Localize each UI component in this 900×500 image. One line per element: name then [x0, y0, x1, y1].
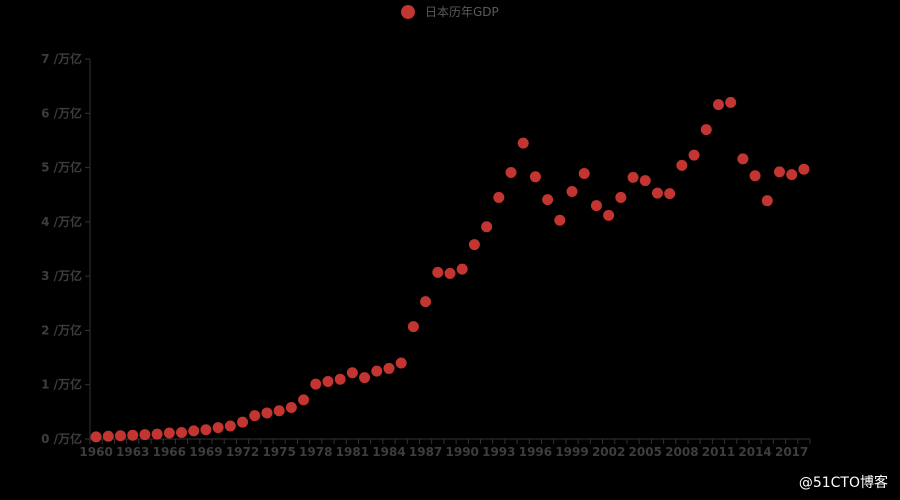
data-point[interactable]: [200, 424, 212, 436]
data-point[interactable]: [224, 420, 236, 432]
x-tick-label: 2008: [665, 445, 698, 459]
y-tick-label: 5 /万亿: [41, 160, 82, 175]
y-tick-label: 0 /万亿: [41, 431, 82, 446]
x-tick-label: 2017: [775, 445, 808, 459]
data-point[interactable]: [285, 402, 297, 414]
x-tick-label: 1966: [153, 445, 186, 459]
x-tick-label: 1969: [189, 445, 222, 459]
data-point[interactable]: [615, 191, 627, 203]
data-point[interactable]: [176, 426, 188, 438]
data-point[interactable]: [542, 194, 554, 206]
data-point[interactable]: [432, 266, 444, 278]
data-point[interactable]: [761, 195, 773, 207]
y-tick-label: 4 /万亿: [41, 214, 82, 229]
data-point[interactable]: [554, 214, 566, 226]
data-point[interactable]: [639, 175, 651, 187]
data-point[interactable]: [407, 321, 419, 333]
data-point[interactable]: [529, 171, 541, 183]
chart-legend[interactable]: 日本历年GDP: [401, 5, 499, 19]
y-tick-label: 3 /万亿: [41, 268, 82, 283]
x-tick-label: 1990: [446, 445, 479, 459]
x-tick-label: 2011: [702, 445, 735, 459]
legend-label[interactable]: 日本历年GDP: [425, 5, 499, 19]
x-tick-label: 1972: [226, 445, 259, 459]
data-point[interactable]: [493, 191, 505, 203]
data-point[interactable]: [676, 159, 688, 171]
data-point[interactable]: [749, 170, 761, 182]
data-point[interactable]: [725, 96, 737, 108]
data-point[interactable]: [163, 427, 175, 439]
data-point[interactable]: [578, 168, 590, 180]
y-axis: 0 /万亿 1 /万亿 2 /万亿 3 /万亿 4 /万亿 5 /万亿 6 /万亿 7 /万亿: [41, 51, 91, 446]
data-point[interactable]: [237, 416, 249, 428]
y-tick-label: 2 /万亿: [41, 322, 82, 337]
x-tick-label: 1963: [116, 445, 149, 459]
data-point[interactable]: [151, 428, 163, 440]
data-point[interactable]: [444, 267, 456, 279]
data-point[interactable]: [139, 429, 151, 441]
data-point[interactable]: [798, 163, 810, 175]
data-point[interactable]: [346, 367, 358, 379]
data-point[interactable]: [90, 431, 102, 443]
data-point[interactable]: [298, 394, 310, 406]
data-point[interactable]: [786, 169, 798, 181]
x-tick-label: 1981: [336, 445, 369, 459]
data-point[interactable]: [664, 188, 676, 200]
x-tick-label: 1993: [482, 445, 515, 459]
y-tick-label: 6 /万亿: [41, 105, 82, 120]
x-tick-label: 1987: [409, 445, 442, 459]
data-point[interactable]: [359, 372, 371, 384]
data-point[interactable]: [420, 296, 432, 308]
x-tick-label: 2014: [738, 445, 771, 459]
x-tick-label: 1975: [262, 445, 295, 459]
data-point[interactable]: [773, 166, 785, 178]
data-point[interactable]: [700, 124, 712, 136]
data-point[interactable]: [468, 239, 480, 251]
data-point[interactable]: [249, 410, 261, 422]
data-point[interactable]: [322, 375, 334, 387]
y-tick-label: 1 /万亿: [41, 377, 82, 392]
x-tick-label: 2005: [629, 445, 662, 459]
data-point[interactable]: [102, 430, 114, 442]
y-tick-label: 7 /万亿: [41, 51, 82, 66]
data-point[interactable]: [188, 425, 200, 437]
data-points: [90, 96, 810, 443]
data-point[interactable]: [590, 200, 602, 212]
x-tick-label: 1999: [555, 445, 588, 459]
watermark-text: @51CTO博客: [798, 475, 888, 491]
data-point[interactable]: [383, 362, 395, 374]
data-point[interactable]: [456, 263, 468, 275]
data-point[interactable]: [688, 149, 700, 161]
x-tick-label: 1984: [372, 445, 405, 459]
data-point[interactable]: [712, 99, 724, 111]
data-point[interactable]: [481, 221, 493, 233]
x-tick-label: 1960: [79, 445, 112, 459]
data-point[interactable]: [371, 365, 383, 377]
x-tick-label: 2002: [592, 445, 625, 459]
x-tick-label: 1996: [519, 445, 552, 459]
data-point[interactable]: [651, 187, 663, 199]
x-tick-label: 1978: [299, 445, 332, 459]
x-axis: 1960 1963 1966 1969 1972 1975 1978 1981 1984 1987…: [79, 438, 811, 459]
data-point[interactable]: [627, 171, 639, 183]
data-point[interactable]: [566, 185, 578, 197]
data-point[interactable]: [505, 166, 517, 178]
data-point[interactable]: [737, 153, 749, 165]
legend-marker[interactable]: [401, 5, 415, 19]
data-point[interactable]: [334, 373, 346, 385]
data-point[interactable]: [310, 378, 322, 390]
data-point[interactable]: [273, 405, 285, 417]
data-point[interactable]: [395, 357, 407, 369]
data-point[interactable]: [603, 209, 615, 221]
data-point[interactable]: [261, 407, 273, 419]
data-point[interactable]: [115, 430, 127, 442]
data-point[interactable]: [517, 137, 529, 149]
data-point[interactable]: [212, 422, 224, 434]
data-point[interactable]: [127, 429, 139, 441]
